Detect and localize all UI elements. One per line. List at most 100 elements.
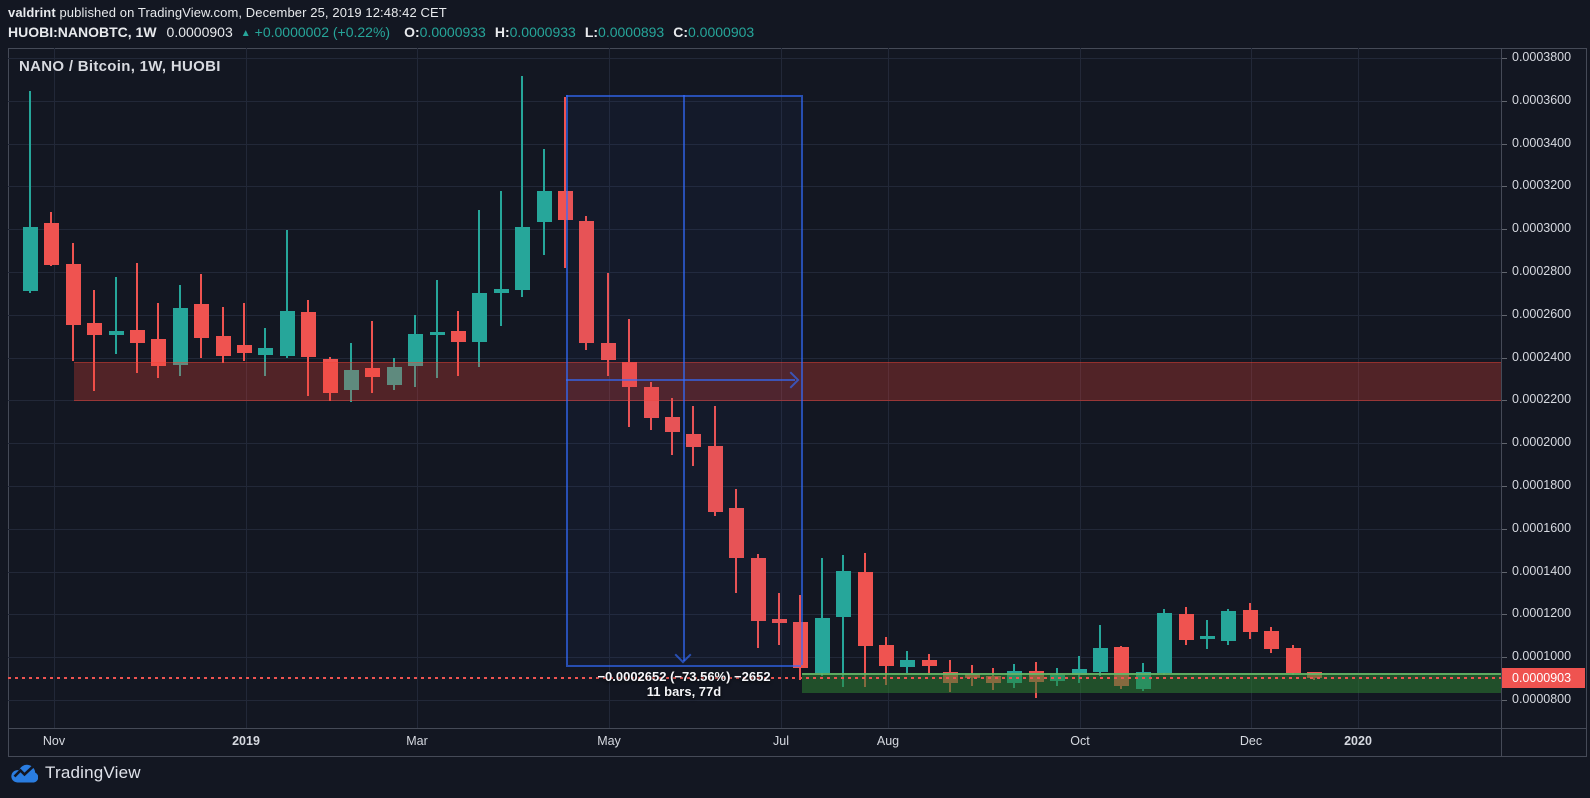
x-axis-label[interactable]: May: [597, 734, 621, 748]
y-axis-label[interactable]: 0.0001200: [1512, 606, 1572, 620]
y-axis-label[interactable]: 0.0003200: [1512, 178, 1572, 192]
y-axis-label[interactable]: 0.0001400: [1512, 564, 1572, 578]
candle-wick: [842, 554, 844, 687]
close-label: C:: [673, 24, 688, 40]
candle-body: [130, 329, 145, 343]
y-axis-tick: [1502, 443, 1507, 444]
y-axis-label[interactable]: 0.0002800: [1512, 264, 1572, 278]
y-axis-tick: [1502, 101, 1507, 102]
x-axis-label[interactable]: Nov: [42, 734, 66, 748]
y-axis-tick: [1502, 58, 1507, 59]
x-axis-label[interactable]: Dec: [1239, 734, 1263, 748]
candle-wick: [93, 289, 95, 391]
grid-line-horizontal: [8, 400, 1501, 401]
grid-line-vertical: [1358, 48, 1359, 728]
candle-body: [515, 227, 530, 290]
candle-body: [1157, 612, 1172, 673]
candle-body: [451, 330, 466, 342]
candle-wick: [29, 90, 31, 293]
x-axis-label[interactable]: Mar: [406, 734, 428, 748]
y-axis-label[interactable]: 0.0003600: [1512, 93, 1572, 107]
x-axis-label[interactable]: 2020: [1344, 734, 1372, 748]
candle-body: [815, 617, 830, 673]
measure-box-bottom: [566, 665, 801, 667]
support-zone[interactable]: [802, 672, 1501, 693]
measure-right-arrow-line: [566, 379, 795, 381]
grid-line-horizontal: [8, 657, 1501, 658]
brand-name: TradingView: [45, 763, 141, 782]
tradingview-logo-icon: [10, 762, 38, 784]
candle-wick: [564, 96, 566, 268]
y-axis-tick: [1502, 144, 1507, 145]
publish-byline: valdrint published on TradingView.com, D…: [8, 5, 447, 20]
y-axis-label[interactable]: 0.0002400: [1512, 350, 1572, 364]
y-axis-label[interactable]: 0.0001000: [1512, 649, 1572, 663]
candle-body: [430, 331, 445, 335]
y-axis-tick: [1502, 272, 1507, 273]
symbol-name: HUOBI:NANOBTC, 1W: [8, 24, 157, 40]
candle-wick: [286, 230, 288, 359]
candle-body: [686, 433, 701, 448]
y-axis-label[interactable]: 0.0003800: [1512, 50, 1572, 64]
grid-line-horizontal: [8, 144, 1501, 145]
candle-wick: [1206, 619, 1208, 649]
candle-body: [601, 343, 616, 360]
candle-body: [772, 618, 787, 623]
y-axis-tick: [1502, 400, 1507, 401]
y-axis-label[interactable]: 0.0001600: [1512, 521, 1572, 535]
chart-legend-title[interactable]: NANO / Bitcoin, 1W, HUOBI: [19, 58, 221, 75]
x-axis-label[interactable]: Oct: [1070, 734, 1090, 748]
y-axis-label[interactable]: 0.0003000: [1512, 221, 1572, 235]
y-axis-label[interactable]: 0.0001800: [1512, 478, 1572, 492]
y-axis-tick: [1502, 614, 1507, 615]
x-axis-label[interactable]: 2019: [232, 734, 260, 748]
candle-body: [879, 644, 894, 666]
candle-wick: [457, 310, 459, 376]
resistance-zone[interactable]: [74, 362, 1501, 402]
price-change: +0.0000002 (+0.22%): [254, 24, 391, 40]
candle-body: [665, 416, 680, 433]
grid-line-vertical: [1080, 48, 1081, 728]
y-axis-label[interactable]: 0.0002600: [1512, 307, 1572, 321]
candle-body: [66, 263, 81, 325]
candle-wick: [136, 263, 138, 373]
author-name: valdrint: [8, 5, 56, 20]
open-value: 0.0000933: [419, 24, 486, 40]
x-axis-label[interactable]: Aug: [876, 734, 900, 748]
candle-wick: [607, 273, 609, 376]
y-axis-tick: [1502, 529, 1507, 530]
candle-wick: [500, 190, 502, 326]
candle-wick: [478, 209, 480, 367]
last-price-line: [8, 676, 1501, 679]
candle-wick: [371, 321, 373, 393]
grid-line-horizontal: [8, 700, 1501, 701]
y-axis-tick: [1502, 229, 1507, 230]
grid-line-horizontal: [8, 58, 1501, 59]
candle-body: [494, 288, 509, 293]
measure-bars-label: 11 bars, 77d: [646, 684, 722, 699]
candle-body: [708, 445, 723, 512]
y-axis-tick: [1502, 186, 1507, 187]
candle-body: [1264, 630, 1279, 649]
candle-wick: [436, 279, 438, 378]
grid-line-horizontal: [8, 229, 1501, 230]
y-axis-label[interactable]: 0.0002200: [1512, 392, 1572, 406]
y-axis-tick: [1502, 358, 1507, 359]
measure-box-right: [801, 95, 803, 665]
close-value: 0.0000903: [688, 24, 755, 40]
price-axis-border: [1501, 48, 1502, 757]
y-axis-label[interactable]: 0.0000800: [1512, 692, 1572, 706]
grid-line-vertical: [246, 48, 247, 728]
y-axis-label[interactable]: 0.0003400: [1512, 136, 1572, 150]
candle-body: [109, 330, 124, 335]
candle-body: [1093, 647, 1108, 672]
y-axis-label[interactable]: 0.0002000: [1512, 435, 1572, 449]
x-axis-label[interactable]: Jul: [773, 734, 789, 748]
chart-frame-border-right: [1586, 48, 1587, 757]
candle-body: [558, 190, 573, 220]
candle-wick: [821, 557, 823, 676]
footer-brand[interactable]: TradingView: [10, 762, 141, 784]
candle-body: [644, 386, 659, 418]
candle-body: [751, 557, 766, 621]
